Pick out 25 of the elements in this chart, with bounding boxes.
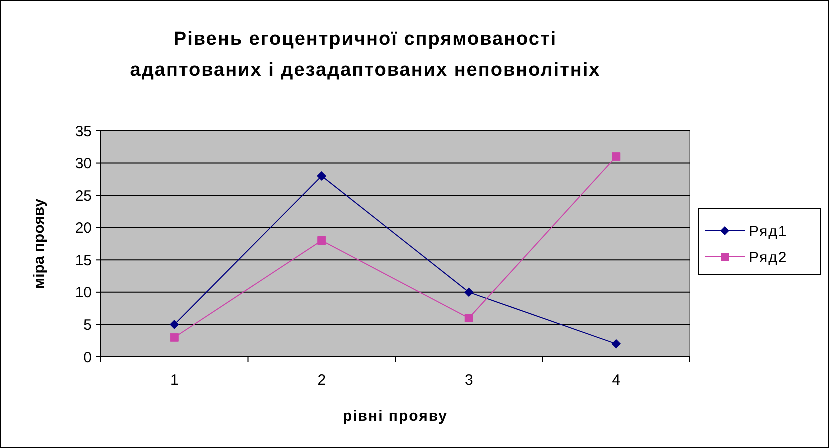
x-tick-label: 2 (318, 372, 326, 389)
y-tick-label: 15 (75, 252, 92, 270)
x-axis-title: рівні прояву (342, 408, 448, 425)
point (464, 314, 474, 323)
x-tick-label: 4 (612, 372, 621, 389)
y-tick-label: 0 (84, 349, 92, 366)
x-tick-label: 3 (464, 372, 474, 389)
x-tick-label: 1 (170, 372, 179, 389)
point (464, 288, 474, 298)
y-tick-label: 10 (75, 284, 92, 302)
y-tick-label: 25 (75, 188, 92, 205)
y-tick-label: 35 (75, 123, 92, 140)
point (170, 333, 179, 342)
legend-label: Ряд1 (749, 223, 788, 240)
point (317, 171, 327, 181)
chart-title: Рівень егоцентричної спрямованості адаптованих і дезадаптованих неповнолітніх (130, 29, 601, 81)
point (612, 152, 621, 162)
legend-label: Ряд2 (749, 249, 788, 266)
point (318, 236, 326, 246)
point (170, 320, 180, 330)
y-tick-label: 5 (84, 316, 92, 334)
point (612, 339, 622, 349)
y-axis-title: міра прояву (31, 198, 48, 290)
y-tick-label: 20 (75, 220, 92, 238)
y-tick-label: 30 (75, 156, 92, 173)
